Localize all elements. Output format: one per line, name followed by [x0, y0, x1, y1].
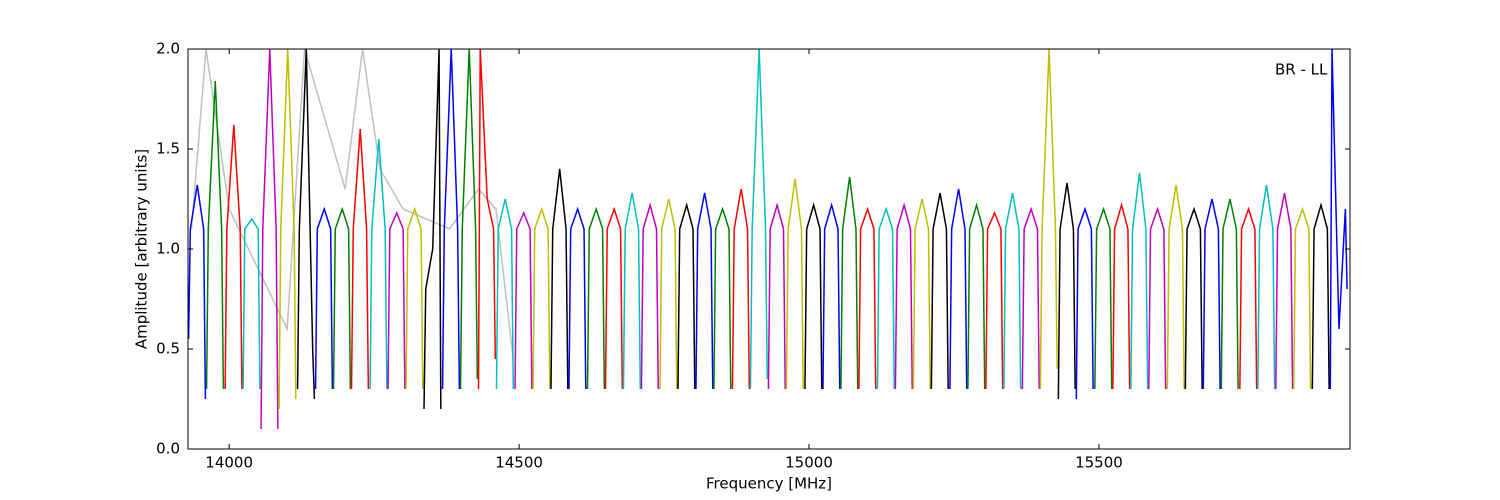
spectral-window-line [713, 206, 732, 390]
spectral-window-line [876, 206, 895, 390]
spectral-window-line [1130, 172, 1149, 390]
spectral-window-line [405, 206, 424, 390]
spectral-window-line [1057, 182, 1076, 400]
y-tick-label: 2.0 [156, 40, 180, 58]
spectral-window-line [1075, 206, 1094, 400]
spectral-window-line [967, 202, 986, 390]
spectral-window-line [296, 49, 316, 400]
spectral-window-line [640, 202, 660, 390]
spectral-window-line [912, 198, 931, 390]
spectral-window-line [1220, 198, 1239, 390]
spectral-window-line [1021, 206, 1040, 390]
spectral-window-line [659, 198, 678, 390]
spectral-window-line [767, 202, 786, 390]
spectral-window-line [188, 184, 207, 400]
spectral-window-line [369, 138, 388, 390]
spectral-window-line [1257, 184, 1276, 390]
spectral-window-line [1184, 206, 1203, 390]
spectral-window-line [840, 176, 859, 390]
spectral-window-line [332, 206, 352, 390]
spectral-window-line [568, 206, 587, 390]
spectral-window-line [985, 211, 1004, 390]
spectral-window-line [278, 49, 297, 410]
spectral-window-line [205, 80, 225, 390]
spectral-window-line [749, 49, 769, 390]
spectral-window-line [1239, 206, 1258, 390]
spectral-window-line [785, 178, 804, 390]
x-tick-label: 15000 [785, 454, 833, 472]
x-tick-label: 15500 [1075, 454, 1123, 472]
annotation: BR - LL [1275, 61, 1328, 79]
y-axis-label: Amplitude [arbitrary units] [133, 149, 151, 349]
x-axis-label: Frequency [MHz] [706, 475, 832, 493]
spectral-window-line [731, 188, 751, 390]
y-tick-label: 1.5 [156, 140, 180, 158]
spectral-window-line [242, 217, 261, 390]
spectral-window-line [1148, 206, 1167, 390]
x-tick-label: 14500 [495, 454, 543, 472]
spectral-window-line [495, 198, 515, 390]
spectral-window-line [190, 49, 515, 360]
spectral-window-line [314, 206, 334, 390]
spectral-window-line [459, 49, 479, 390]
spectral-window-line [1166, 184, 1185, 390]
spectral-window-line [804, 202, 823, 390]
spectral-window-line [550, 168, 569, 390]
spectral-window-line [1329, 49, 1348, 390]
spectral-window-line [1293, 206, 1312, 390]
y-tick-label: 1.0 [156, 240, 180, 258]
spectral-window-line [586, 206, 606, 390]
spectral-window-line [604, 206, 624, 390]
spectral-window-line [477, 49, 497, 390]
y-tick-label: 0.5 [156, 340, 180, 358]
spectral-window-line [1003, 192, 1022, 390]
spectral-window-line [930, 192, 949, 390]
spectral-window-line [949, 188, 968, 390]
spectral-window-line [532, 206, 551, 390]
spectral-window-line [677, 202, 696, 390]
spectral-window-line [622, 192, 642, 390]
spectral-window-line [1039, 49, 1058, 390]
spectral-window-line [224, 124, 243, 390]
spectral-window-line [514, 211, 533, 390]
spectral-window-line [1275, 192, 1294, 390]
spectral-window-line [423, 49, 442, 410]
spectral-window-line [695, 192, 714, 390]
spectral-window-line [350, 128, 370, 390]
spectral-window-line [260, 49, 279, 430]
spectral-window-line [1094, 206, 1113, 390]
x-tick-label: 14000 [205, 454, 253, 472]
spectral-window-line [387, 211, 406, 390]
plot-area [188, 49, 1348, 430]
spectral-window-line [822, 202, 841, 390]
spectral-window-line [1112, 202, 1131, 390]
spectral-window-line [1202, 198, 1221, 390]
spectral-window-line [1311, 202, 1330, 390]
spectral-window-line [441, 49, 461, 390]
spectral-window-line [894, 202, 913, 390]
spectral-window-line [858, 206, 877, 390]
y-tick-label: 0.0 [156, 440, 180, 458]
